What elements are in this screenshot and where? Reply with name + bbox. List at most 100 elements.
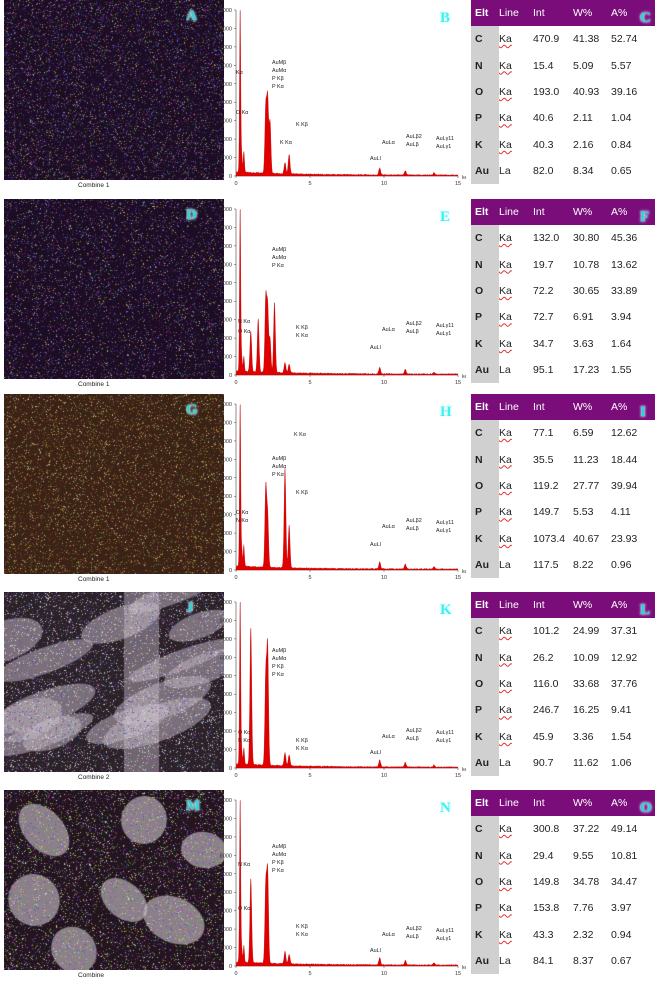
eds-spectrum-chart: 0 1000 2000 3000 4000 5000 6000 7000 8000 9000 0 5 1… [220,207,466,386]
table-cell: 1.06 [611,757,632,770]
header-cell: Int [533,7,545,19]
y-tick-label: 1000 [220,355,232,361]
table-cell: 37.31 [611,625,638,638]
table-cell: 19.7 [533,258,554,271]
y-tick-label: 0 [229,373,232,379]
table-cell: 116.0 [533,677,559,690]
y-tick-label: 3000 [220,318,232,324]
table-cell: Au [471,356,499,384]
header-cell: Line [499,401,519,413]
peak-label: AuMα [272,68,286,74]
table-cell: Ka [499,285,533,297]
line-value: Ka [499,85,512,98]
spectrum-area [235,602,459,769]
table-cell: Ka [499,929,533,941]
table-cell: La [499,955,511,968]
y-tick-label: 7000 [220,244,232,250]
table-cell: C [471,816,499,843]
map-image [4,199,224,379]
table-cell: 33.89 [611,284,638,297]
spectrum-area [235,10,459,177]
peak-label: AuLβ [406,526,419,532]
table-cell: 0.84 [611,138,632,151]
table-cell: K [471,131,499,158]
line-value: Ka [499,928,512,941]
table-row: P Ka 72.7 6.91 3.94 [471,304,655,331]
header-cell: Int [533,401,545,413]
y-tick-label: 5000 [220,82,232,88]
map-panel-letter: A [186,8,197,24]
eds-spectrum-chart: 0 1000 2000 3000 4000 5000 6000 7000 8000 9000 0 5 1… [220,8,466,187]
table-cell: 0.94 [611,928,632,941]
panel-d: D Combine 1 0 1000 2000 3000 4000 5000 6000 7000 8… [0,199,660,389]
peak-label: AuLl [370,156,381,162]
line-value: Ka [499,311,512,324]
peak-label: P Kα [272,263,284,269]
y-tick-label: 4000 [220,100,232,106]
table-cell: 72.2 [533,284,554,297]
table-cell: Ka [499,704,533,716]
map-panel-letter: G [186,402,198,418]
peak-label: AuLl [370,750,381,756]
peak-label: AuMα [272,656,286,662]
table-cell: 2.32 [573,928,594,941]
table-cell: Ka [499,850,533,862]
y-tick-label: 5000 [220,281,232,287]
line-value: Ka [499,33,512,46]
table-cell: 470.9 [533,33,560,46]
x-tick-label: 10 [381,773,387,779]
x-tick-label: 15 [455,575,461,581]
table-cell: 49.14 [611,823,638,836]
line-value: Ka [499,849,512,862]
table-cell: Au [471,157,499,185]
map-panel-letter: J [186,600,194,616]
y-tick-label: 5000 [220,476,232,482]
table-cell: K [471,723,499,750]
table-cell: 41.38 [573,33,600,46]
peak-label: AuMα [272,255,286,261]
line-value: Ka [499,902,512,915]
peak-label: O Kα [236,510,248,516]
line-value: Ka [499,677,512,690]
line-value: Ka [499,427,512,440]
table-cell: 8.22 [573,559,594,572]
x-tick-label: 5 [308,575,311,581]
table-cell: 11.62 [573,757,599,770]
x-unit-label: keV [462,175,466,181]
table-cell: 1.64 [611,337,632,350]
y-tick-label: 4000 [220,692,232,698]
x-tick-label: 0 [234,773,237,779]
table-cell: 300.8 [533,823,560,836]
header-cell: Line [499,797,519,809]
spectrum-panel-letter: E [440,209,451,225]
table-cell: Ka [499,86,533,98]
header-cell: Int [533,599,545,611]
map-image [4,394,224,574]
table-panel-letter: O [640,800,652,816]
table-cell: P [471,105,499,132]
table-cell: Ka [499,533,533,545]
table-cell: 1.55 [611,364,632,377]
peak-label: K Kα [296,932,308,938]
peak-label: AuMβ [272,844,286,850]
composition-table: Elt Line Int W% A% C Ka 470.9 41.38 52.74 N Ka 15.4 5… [471,0,655,185]
table-cell: 39.94 [611,479,638,492]
x-tick-label: 0 [234,575,237,581]
header-cell: Line [499,599,519,611]
peak-label: P Kα [272,672,284,678]
table-cell: Ka [499,902,533,914]
line-value: Ka [499,59,512,72]
peak-label: AuLβ [406,329,419,335]
spectrum-panel-letter: K [440,602,452,618]
table-cell: Ka [499,33,533,45]
peak-label: K Kα [294,432,306,438]
peak-label: K Kβ [296,738,308,744]
table-header: Elt Line Int W% A% [471,0,655,26]
peak-label: O Kα [238,329,250,335]
table-cell: 35.5 [533,453,554,466]
composition-table: Elt Line Int W% A% C Ka 77.1 6.59 12.62 N Ka 35.5 11.… [471,394,655,579]
spectrum-area [235,404,459,571]
y-tick-label: 0 [229,568,232,574]
x-tick-label: 10 [381,380,387,386]
y-tick-label: 3000 [220,119,232,125]
